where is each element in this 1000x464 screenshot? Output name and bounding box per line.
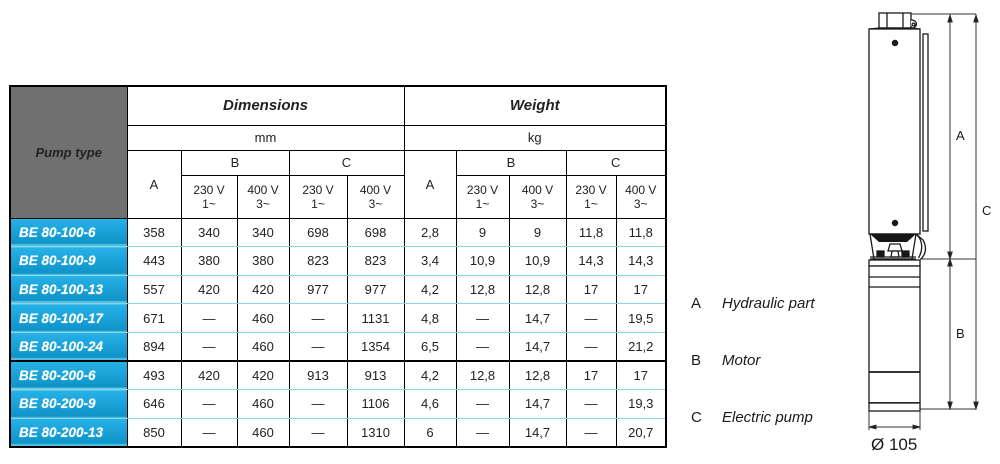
svg-text:C: C [982, 203, 991, 218]
svg-text:B: B [956, 326, 965, 341]
svg-text:B: B [691, 352, 701, 369]
svg-text:A: A [691, 295, 701, 312]
svg-text:Hydraulic part: Hydraulic part [722, 295, 815, 312]
svg-text:Motor: Motor [722, 352, 761, 369]
svg-text:C: C [691, 409, 702, 426]
svg-text:A: A [956, 128, 965, 143]
svg-text:Electric pump: Electric pump [722, 409, 813, 426]
svg-text:Ø 105: Ø 105 [871, 435, 917, 454]
